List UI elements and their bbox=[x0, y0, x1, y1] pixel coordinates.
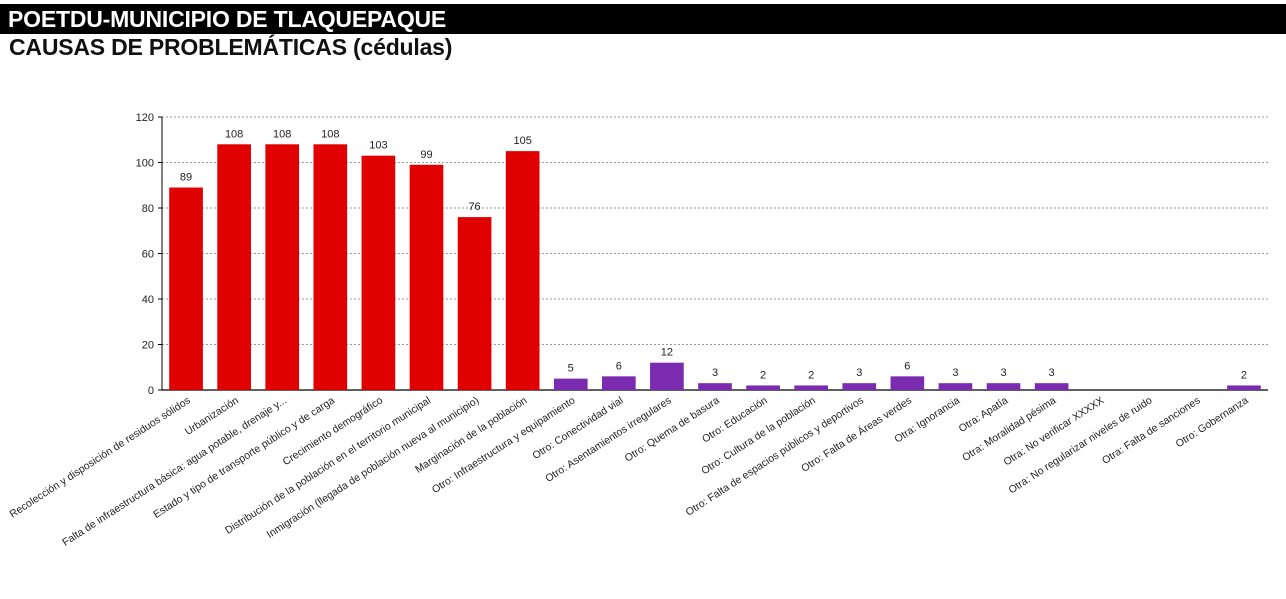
y-tick-label: 100 bbox=[136, 158, 154, 170]
y-tick-label: 20 bbox=[142, 340, 154, 352]
data-label: 105 bbox=[513, 135, 531, 147]
bar bbox=[169, 187, 203, 390]
bar bbox=[842, 383, 877, 390]
data-label: 2 bbox=[1241, 369, 1247, 381]
bar bbox=[1227, 385, 1261, 390]
bar bbox=[361, 155, 396, 390]
y-tick-label: 120 bbox=[136, 112, 154, 124]
bar bbox=[505, 151, 540, 390]
bar bbox=[313, 144, 348, 390]
data-label: 103 bbox=[369, 140, 387, 152]
y-tick-label: 40 bbox=[142, 294, 154, 306]
bar bbox=[217, 144, 251, 390]
page-title: POETDU-MUNICIPIO DE TLAQUEPAQUE bbox=[0, 4, 1286, 34]
bar bbox=[986, 383, 1021, 390]
y-tick-label: 0 bbox=[148, 385, 154, 397]
data-label: 2 bbox=[760, 369, 766, 381]
bar bbox=[553, 378, 588, 390]
data-label: 3 bbox=[712, 367, 718, 379]
category-label: Otro: Falta de espacios públicos y depor… bbox=[684, 394, 866, 518]
data-label: 99 bbox=[420, 149, 432, 161]
bar bbox=[890, 376, 925, 390]
bar bbox=[650, 362, 684, 390]
bar bbox=[1034, 383, 1069, 390]
data-label: 108 bbox=[273, 128, 291, 140]
bar bbox=[938, 383, 973, 390]
data-label: 6 bbox=[616, 360, 622, 372]
chart-title: CAUSAS DE PROBLEMÁTICAS (cédulas) bbox=[9, 34, 453, 60]
bar bbox=[698, 383, 732, 390]
data-label: 2 bbox=[808, 369, 814, 381]
bar bbox=[794, 385, 829, 390]
category-label: Falta de infraestructura básica: agua po… bbox=[60, 394, 289, 548]
data-label: 3 bbox=[952, 367, 958, 379]
data-label: 5 bbox=[568, 363, 574, 375]
y-tick-label: 60 bbox=[142, 249, 154, 261]
data-label: 3 bbox=[856, 367, 862, 379]
bar bbox=[409, 164, 444, 390]
data-label: 76 bbox=[468, 201, 480, 213]
data-label: 12 bbox=[661, 347, 673, 359]
bar bbox=[601, 376, 636, 390]
data-label: 89 bbox=[180, 172, 192, 184]
data-label: 108 bbox=[321, 128, 339, 140]
bar bbox=[457, 217, 492, 390]
data-label: 3 bbox=[1000, 367, 1006, 379]
data-label: 3 bbox=[1049, 367, 1055, 379]
bar bbox=[265, 144, 300, 390]
data-label: 6 bbox=[904, 360, 910, 372]
y-tick-label: 80 bbox=[142, 203, 154, 215]
data-label: 108 bbox=[225, 128, 243, 140]
bar bbox=[746, 385, 780, 390]
